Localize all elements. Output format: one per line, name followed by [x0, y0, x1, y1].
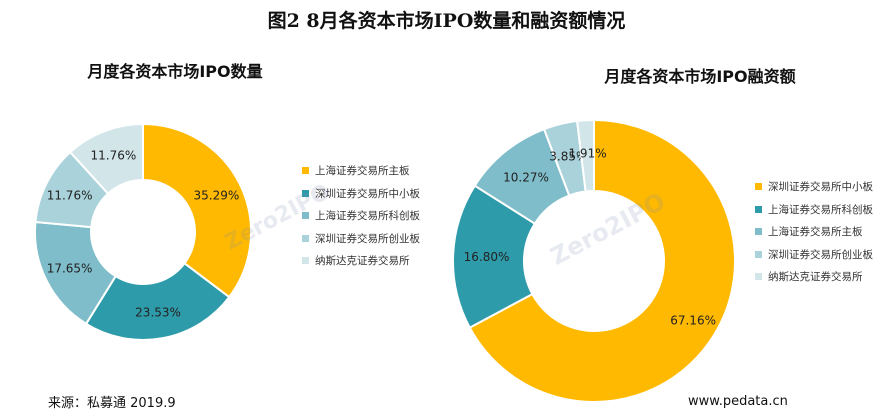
left-legend-swatch: [302, 234, 309, 242]
right-slice-1: [452, 184, 537, 329]
left-chart-legend: 上海证券交易所主板 深圳证券交易所中小板 上海证券交易所科创板 深圳证券交易所创业板纳…: [302, 164, 462, 304]
left-slice-label-2: 17.65%: [47, 262, 93, 276]
right-legend-label: 深圳证券交易所创业板: [768, 248, 873, 261]
right-slice-label-0: 67.16%: [670, 313, 716, 327]
right-chart-title: 月度各资本市场IPO融资额: [604, 67, 796, 86]
right-legend-swatch: [755, 228, 762, 235]
figure-title: 图2 8月各资本市场IPO数量和融资额情况: [267, 10, 626, 32]
left-slice-1: [84, 261, 231, 341]
left-slice-4: [68, 122, 144, 195]
right-slice-label-3: 3.85%: [549, 150, 587, 164]
right-slice-label-4: 1.91%: [568, 147, 606, 161]
left-legend-label: 上海证券交易所科创板: [315, 210, 420, 222]
left-legend-label: 上海证券交易所主板: [315, 165, 410, 177]
right-legend-label: 纳斯达克证券交易所: [768, 271, 863, 283]
right-legend-label: 上海证券交易所科创板: [768, 203, 873, 216]
left-legend-label: 深圳证券交易所中小板: [315, 187, 420, 200]
right-legend-label: 深圳证券交易所中小板: [768, 181, 873, 193]
right-legend-swatch: [755, 273, 762, 280]
right-slice-0: [468, 118, 736, 403]
left-legend-label: 深圳证券交易所创业板: [315, 232, 420, 245]
right-legend-label: 上海证券交易所主板: [768, 226, 863, 238]
right-legend-swatch: [755, 250, 762, 258]
right-slice-4: [576, 118, 595, 193]
left-legend-label: 纳斯达克证券交易所: [315, 255, 410, 267]
left-legend-swatch: [302, 212, 309, 219]
source-note: 来源：私募通 2019.9: [48, 396, 176, 411]
right-chart-legend: 深圳证券交易所中小板 上海证券交易所科创板 上海证券交易所主板 深圳证券交易所创业板纳…: [755, 180, 893, 310]
right-legend-swatch: [755, 205, 762, 213]
left-legend-swatch: [302, 189, 309, 197]
left-legend-swatch: [302, 167, 309, 174]
left-slice-label-0: 35.29%: [194, 188, 240, 202]
left-legend-swatch: [302, 257, 309, 264]
left-slice-0: [142, 122, 252, 299]
left-slice-label-1: 23.53%: [135, 306, 181, 320]
right-slice-label-2: 10.27%: [503, 171, 549, 185]
right-legend-swatch: [755, 183, 762, 190]
right-slice-label-1: 16.80%: [464, 250, 510, 264]
website-url: www.pedata.cn: [688, 394, 788, 409]
left-chart-title: 月度各资本市场IPO数量: [87, 62, 263, 81]
left-slice-label-3: 11.76%: [47, 188, 93, 202]
left-slice-label-4: 11.76%: [91, 149, 137, 163]
